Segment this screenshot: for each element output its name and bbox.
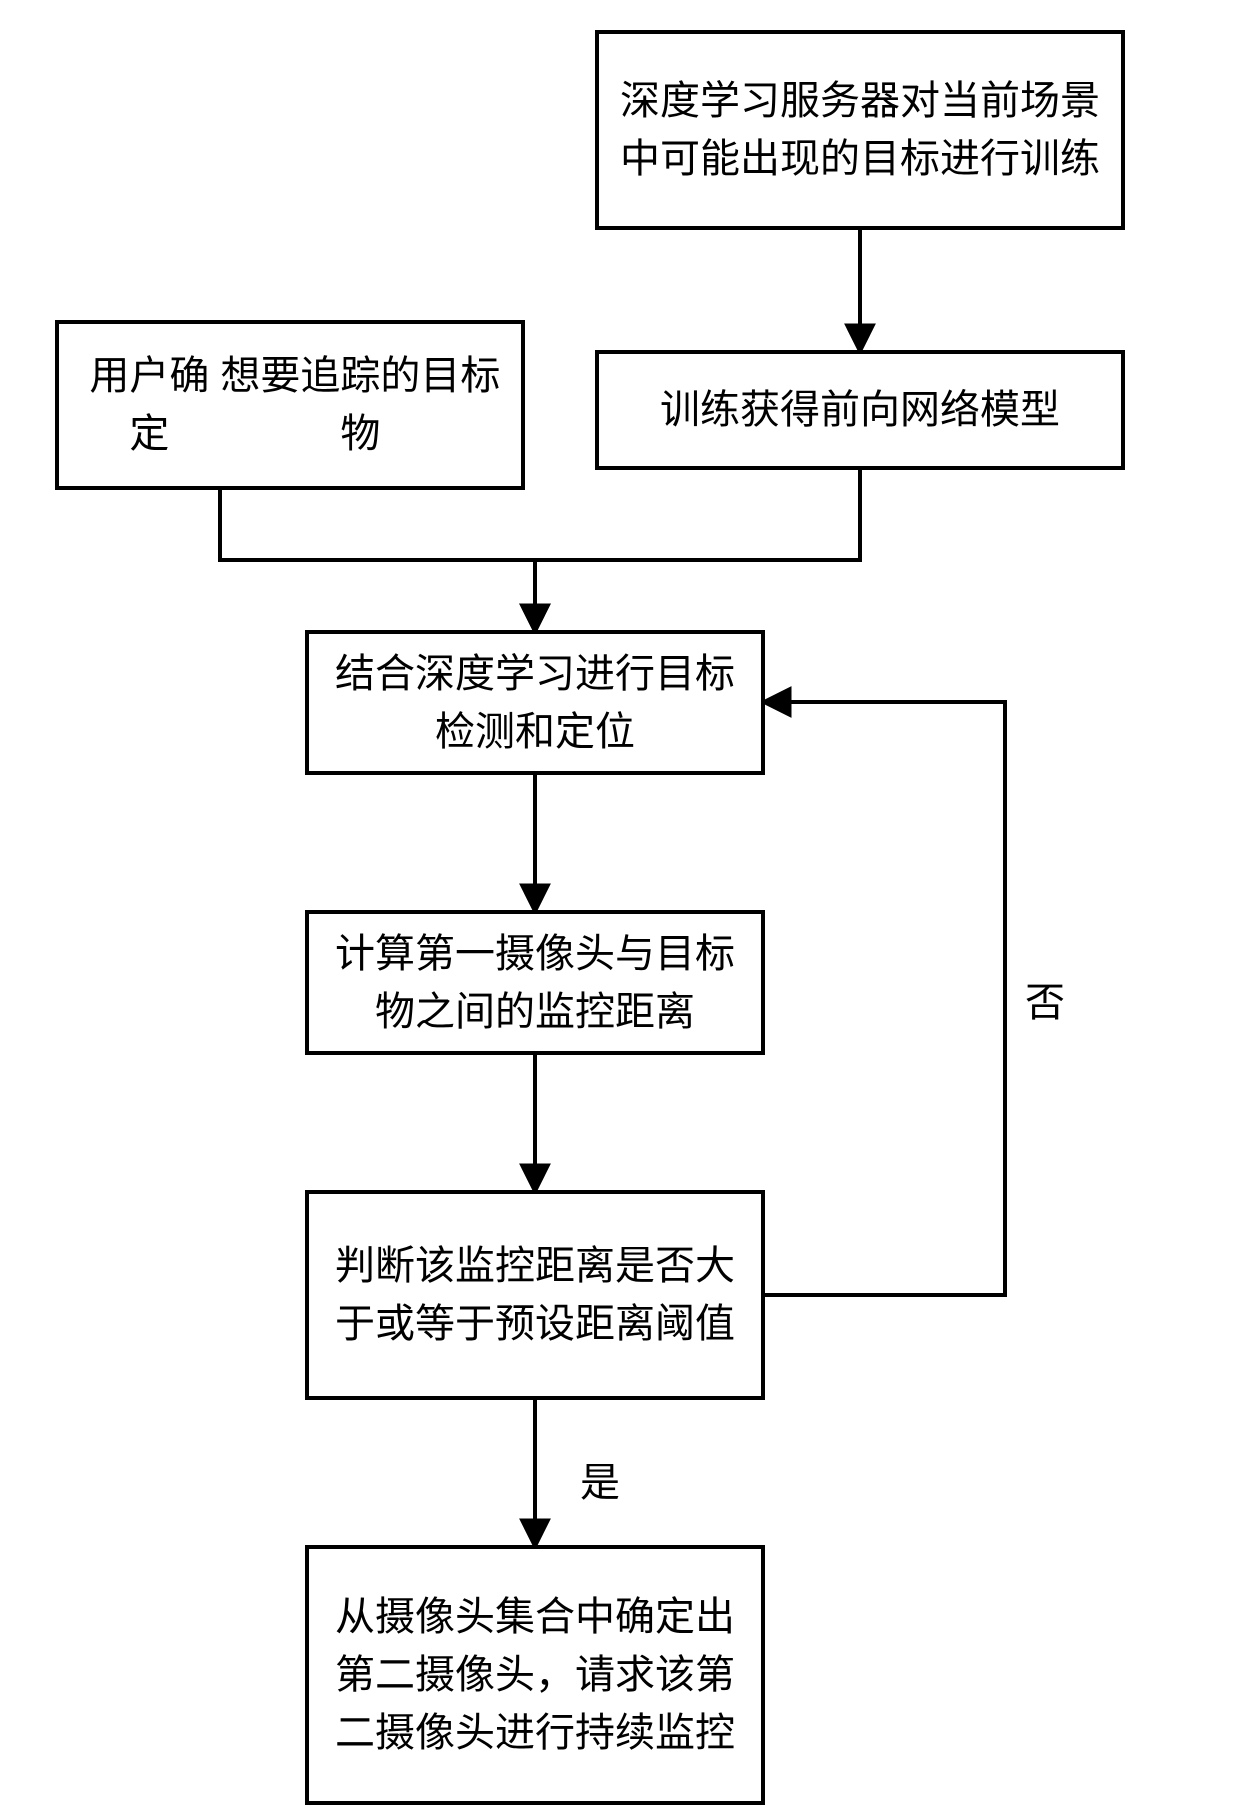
- flow-edge-2: [220, 490, 535, 630]
- flow-node-n5: 计算第一摄像头与目标物之间的监控距离: [305, 910, 765, 1055]
- node-text-line: 用户确定: [79, 347, 220, 463]
- node-text-line: 训练获得前向网络模型: [660, 381, 1060, 439]
- flow-node-n6: 判断该监控距离是否大于或等于预设距离阈值: [305, 1190, 765, 1400]
- node-text-line: 从摄像头集合中确定出第二摄像头，请求该第二摄像头进行持续监控: [329, 1588, 741, 1762]
- node-text-line: 深度学习服务器对当前场景中可能出现的目标进行训练: [619, 72, 1101, 188]
- edge-label-5: 是: [580, 1450, 620, 1508]
- flowchart-canvas: 深度学习服务器对当前场景中可能出现的目标进行训练训练获得前向网络模型 用户确定想要…: [0, 0, 1240, 1814]
- node-text-line: 想要追踪的目标物: [220, 347, 501, 463]
- node-text-line: 结合深度学习进行目标检测和定位: [329, 645, 741, 761]
- flow-node-n1: 深度学习服务器对当前场景中可能出现的目标进行训练: [595, 30, 1125, 230]
- node-text-line: 计算第一摄像头与目标物之间的监控距离: [329, 925, 741, 1041]
- edges-layer: [0, 0, 1240, 1814]
- flow-edge-6: [765, 702, 1005, 1295]
- flow-node-n4: 结合深度学习进行目标检测和定位: [305, 630, 765, 775]
- flow-node-n3: 用户确定想要追踪的目标物: [55, 320, 525, 490]
- flow-edge-1: [535, 470, 860, 630]
- flow-node-n7: 从摄像头集合中确定出第二摄像头，请求该第二摄像头进行持续监控: [305, 1545, 765, 1805]
- edge-label-6: 否: [1025, 970, 1065, 1028]
- node-text-line: 判断该监控距离是否大于或等于预设距离阈值: [329, 1237, 741, 1353]
- flow-node-n2: 训练获得前向网络模型: [595, 350, 1125, 470]
